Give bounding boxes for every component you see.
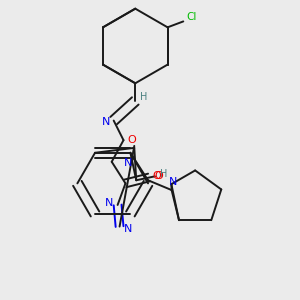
Text: N: N	[124, 158, 133, 168]
Text: O: O	[154, 170, 163, 181]
Text: Cl: Cl	[186, 13, 196, 22]
Text: N: N	[105, 198, 113, 208]
Text: N: N	[169, 177, 178, 187]
Text: O: O	[152, 171, 161, 181]
Text: N: N	[102, 116, 110, 127]
Text: H: H	[160, 169, 167, 179]
Text: N: N	[124, 224, 133, 233]
Text: O: O	[127, 135, 136, 145]
Text: H: H	[140, 92, 148, 102]
